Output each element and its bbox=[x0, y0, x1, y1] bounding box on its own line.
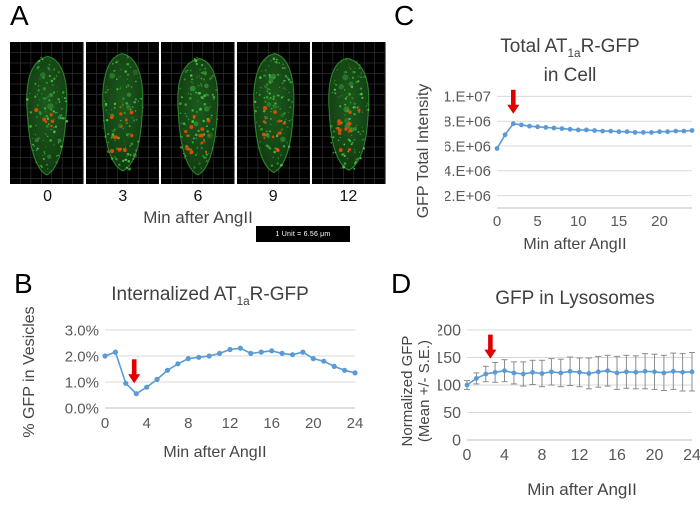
x-tick-label: 8 bbox=[538, 447, 547, 464]
panel-d-ylabel-line1: Normalized GFP bbox=[399, 335, 416, 447]
bright-patches bbox=[108, 69, 138, 158]
microscopy-frame bbox=[10, 42, 84, 184]
panel-b-title: Internalized AT1aR-GFP bbox=[55, 284, 365, 313]
x-tick-label: 0 bbox=[101, 415, 109, 432]
red-puncta bbox=[184, 114, 211, 155]
x-tick-label: 20 bbox=[651, 213, 668, 230]
panel-c-label: C bbox=[394, 0, 415, 31]
title-text: R-GFP bbox=[580, 36, 640, 57]
panel-a-label: A bbox=[10, 0, 29, 31]
y-tick-label: 50 bbox=[443, 405, 461, 422]
chart-internalized-gfp: 0.0% 1.0% 2.0% 3.0% 0 4 8 12 16 20 24 bbox=[65, 322, 364, 432]
data-points bbox=[102, 345, 358, 397]
panel-d-ylabel: Normalized GFP (Mean +/- S.E.) bbox=[399, 306, 435, 476]
frame-time-labels: 0 3 6 9 12 bbox=[10, 188, 386, 206]
y-tick-label: 150 bbox=[438, 350, 461, 367]
x-tick-label: 24 bbox=[683, 447, 700, 464]
x-tick-label: 16 bbox=[608, 447, 626, 464]
x-tick-label: 24 bbox=[347, 415, 364, 432]
frame-time-label: 12 bbox=[339, 188, 358, 205]
title-text: Internalized AT bbox=[111, 284, 237, 305]
title-text: in Cell bbox=[543, 64, 597, 86]
gridlines bbox=[105, 329, 355, 409]
panel-c-xlabel: Min after AngII bbox=[523, 236, 627, 253]
green-speckles bbox=[330, 58, 370, 170]
red-puncta bbox=[261, 106, 286, 153]
x-tick-label: 8 bbox=[184, 415, 192, 432]
panel-d-title: GFP in Lysosomes bbox=[495, 288, 655, 309]
y-tick-label: 3.0% bbox=[65, 322, 99, 339]
y-tick-label: 1.0% bbox=[65, 374, 99, 391]
title-text: Total AT bbox=[500, 36, 568, 57]
microscopy-frame bbox=[161, 42, 235, 184]
x-tick-label: 15 bbox=[611, 213, 628, 230]
x-tick-label: 16 bbox=[263, 415, 280, 432]
x-tick-label: 0 bbox=[493, 213, 501, 230]
panel-c-title-line2: in Cell bbox=[450, 65, 690, 87]
red-puncta bbox=[109, 106, 134, 154]
y-tick-label: 1.E+07 bbox=[445, 89, 491, 106]
panel-b-ylabel: % GFP in Vesicles bbox=[21, 306, 38, 438]
x-tick-label: 4 bbox=[143, 415, 151, 432]
panel-c-title-line1: Total AT1aR-GFP bbox=[450, 36, 690, 65]
x-tick-label: 12 bbox=[571, 447, 589, 464]
y-tick-label: 4.E+06 bbox=[445, 163, 491, 180]
x-tick-label: 20 bbox=[646, 447, 664, 464]
microscopy-frame bbox=[312, 42, 386, 184]
green-speckles bbox=[26, 55, 69, 173]
x-tick-label: 20 bbox=[305, 415, 322, 432]
microscopy-frame bbox=[236, 42, 311, 184]
frame-time-label: 6 bbox=[193, 188, 203, 205]
panel-b-xlabel: Min after AngII bbox=[163, 444, 267, 461]
y-tick-label: 2.E+06 bbox=[445, 188, 491, 205]
panel-d-ylabel-line2: (Mean +/- S.E.) bbox=[416, 339, 434, 443]
x-tick-label: 0 bbox=[463, 447, 472, 464]
data-line bbox=[104, 347, 356, 395]
title-subscript: 1a bbox=[236, 294, 250, 308]
frame-time-label: 3 bbox=[118, 188, 128, 205]
scale-bar-note: 1 Unit = 6.56 μm bbox=[256, 226, 350, 242]
cell-body bbox=[328, 57, 370, 171]
panel-a-xlabel: Min after AngII bbox=[143, 208, 253, 227]
y-tick-label: 100 bbox=[438, 378, 461, 395]
data-points bbox=[494, 121, 695, 151]
frame-time-label: 0 bbox=[43, 188, 53, 205]
gridlines bbox=[497, 95, 692, 197]
panel-d-xlabel: Min after AngII bbox=[527, 480, 637, 499]
data-line bbox=[496, 122, 693, 149]
chart-gfp-lysosomes: 0 50 100 150 200 0 4 8 12 16 20 24 bbox=[438, 323, 700, 464]
y-tick-label: 2.0% bbox=[65, 348, 99, 365]
title-text: R-GFP bbox=[249, 284, 309, 305]
annotation-arrow bbox=[484, 334, 497, 359]
title-subscript: 1a bbox=[567, 46, 581, 60]
panel-c-ylabel: GFP Total Intensity bbox=[415, 83, 432, 219]
x-tick-label: 10 bbox=[570, 213, 587, 230]
x-tick-label: 5 bbox=[533, 213, 541, 230]
annotation-arrow bbox=[507, 89, 520, 114]
y-tick-label: 0 bbox=[452, 433, 461, 450]
cell-body bbox=[101, 53, 143, 172]
red-puncta bbox=[335, 108, 361, 153]
y-tick-label: 200 bbox=[438, 323, 461, 340]
microscopy-filmstrip bbox=[10, 42, 386, 184]
panel-d-label: D bbox=[391, 268, 412, 299]
x-tick-label: 4 bbox=[500, 447, 509, 464]
bright-patches bbox=[263, 73, 286, 143]
red-puncta bbox=[34, 107, 55, 128]
panel-b-label: B bbox=[14, 268, 33, 299]
green-speckles bbox=[253, 57, 294, 172]
microscopy-frame bbox=[85, 42, 160, 184]
bright-patches bbox=[34, 72, 62, 159]
y-tick-label: 0.0% bbox=[65, 400, 99, 417]
chart-total-gfp: 2.E+06 4.E+06 6.E+06 8.E+06 1.E+07 0 5 10 15 20 bbox=[445, 89, 695, 230]
frame-time-label: 9 bbox=[268, 188, 278, 205]
y-tick-label: 8.E+06 bbox=[445, 113, 491, 130]
y-tick-label: 6.E+06 bbox=[445, 138, 491, 155]
panel-c-title: Total AT1aR-GFP in Cell bbox=[450, 36, 690, 87]
data-points bbox=[464, 368, 695, 388]
annotation-arrow bbox=[128, 359, 141, 384]
x-tick-label: 12 bbox=[222, 415, 239, 432]
